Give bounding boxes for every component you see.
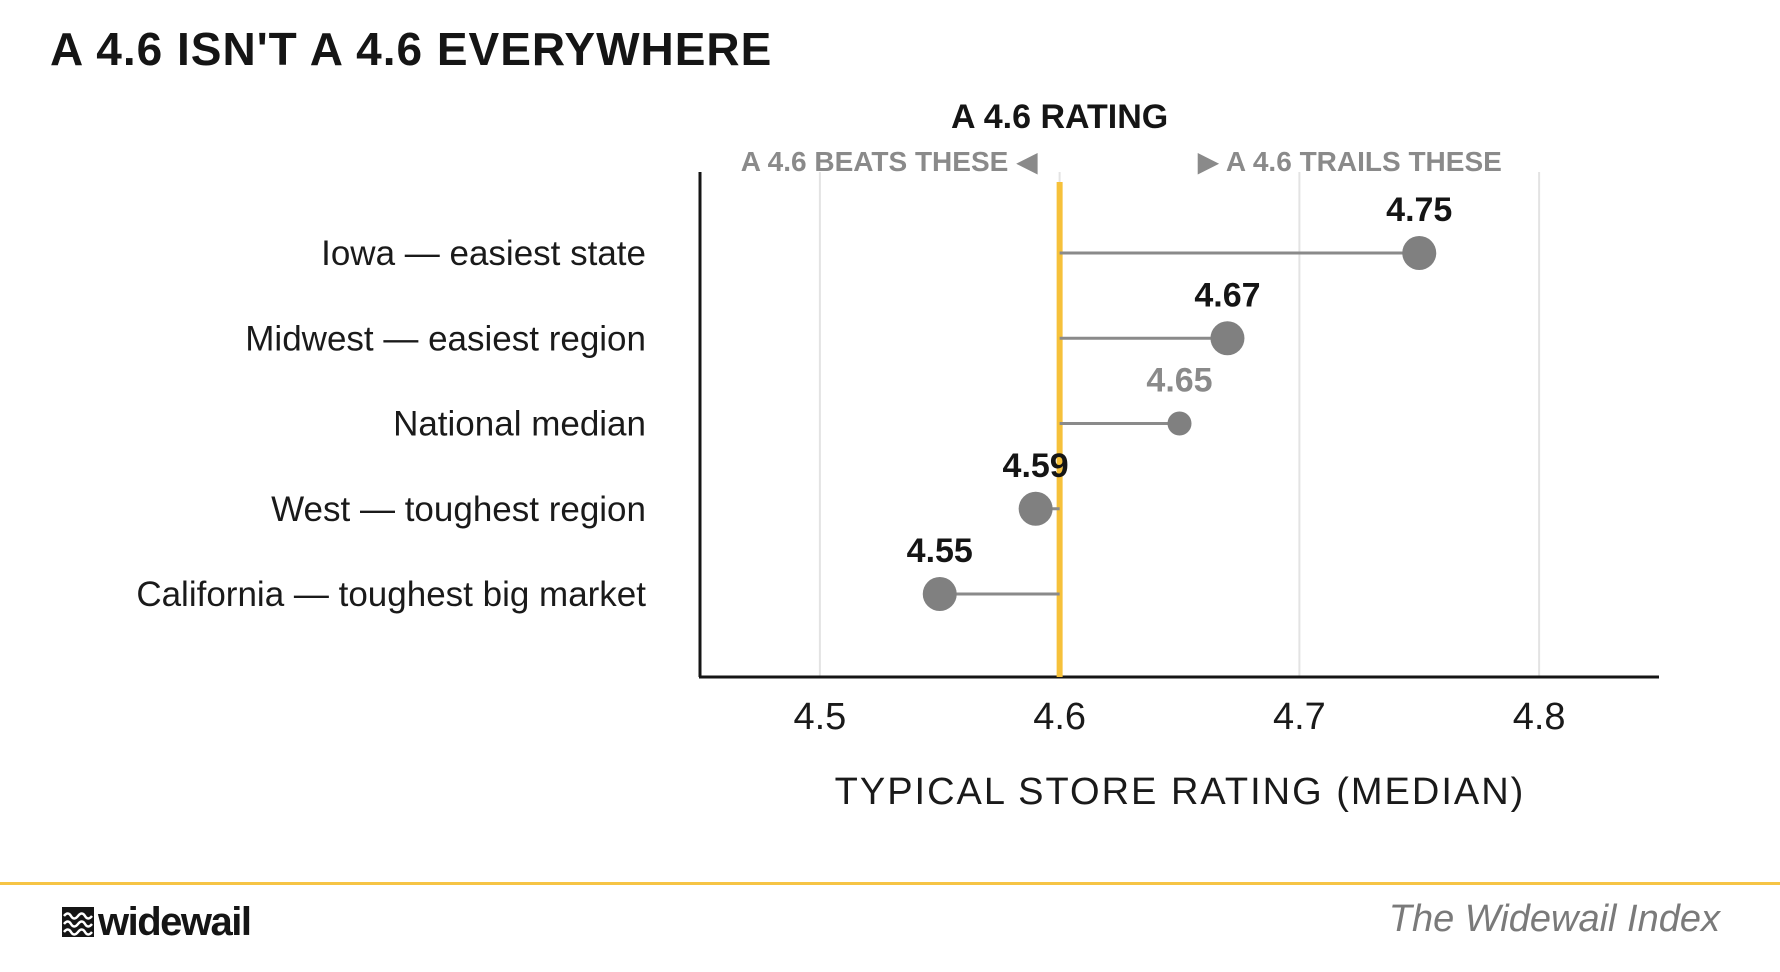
widewail-logo: widewail	[62, 900, 252, 944]
source-credit: The Widewail Index	[1388, 898, 1720, 940]
category-label: West — toughest region	[271, 490, 646, 529]
value-label: 4.75	[1386, 191, 1452, 229]
reference-group: A 4.6 RATING A 4.6 BEATS THESE ◀ ▶ A 4.6 T…	[741, 98, 1502, 677]
value-dot	[1402, 236, 1437, 270]
value-dot	[1210, 321, 1245, 356]
value-label: 4.65	[1146, 362, 1212, 400]
value-label: 4.55	[907, 532, 973, 570]
category-label: Iowa — easiest state	[321, 234, 646, 273]
category-label: National median	[393, 405, 646, 444]
x-axis-label: TYPICAL STORE RATING (MEDIAN)	[835, 771, 1526, 813]
value-label: 4.67	[1194, 276, 1260, 314]
category-label: California — toughest big market	[136, 575, 646, 614]
reference-left-note: A 4.6 BEATS THESE ◀	[741, 146, 1038, 177]
logo-wordmark: widewail	[98, 900, 252, 944]
x-tick-label: 4.7	[1273, 696, 1326, 738]
category-label: Midwest — easiest region	[245, 319, 646, 358]
x-tick-label: 4.6	[1033, 696, 1086, 738]
dot-chart: A 4.6 RATING A 4.6 BEATS THESE ◀ ▶ A 4.6 T…	[136, 98, 1659, 813]
axes	[698, 172, 1659, 679]
value-dot	[922, 577, 957, 611]
category-labels: Iowa — easiest state Midwest — easiest re…	[136, 234, 646, 614]
reference-label: A 4.6 RATING	[951, 98, 1168, 136]
footer-rule	[0, 882, 1780, 885]
x-tick-label: 4.8	[1513, 696, 1566, 738]
value-dot	[1167, 411, 1192, 436]
chart-title: A 4.6 ISN'T A 4.6 EVERYWHERE	[50, 23, 773, 75]
x-tick-label: 4.5	[793, 696, 846, 738]
marks: 4.75 4.67 4.65 4.59 4.55	[907, 191, 1452, 611]
value-dot	[1018, 491, 1053, 526]
x-tick-labels: 4.5 4.6 4.7 4.8	[793, 696, 1565, 738]
value-label: 4.59	[1003, 447, 1069, 485]
widewail-waves-icon	[62, 907, 94, 937]
reference-right-note: ▶ A 4.6 TRAILS THESE	[1198, 146, 1502, 177]
